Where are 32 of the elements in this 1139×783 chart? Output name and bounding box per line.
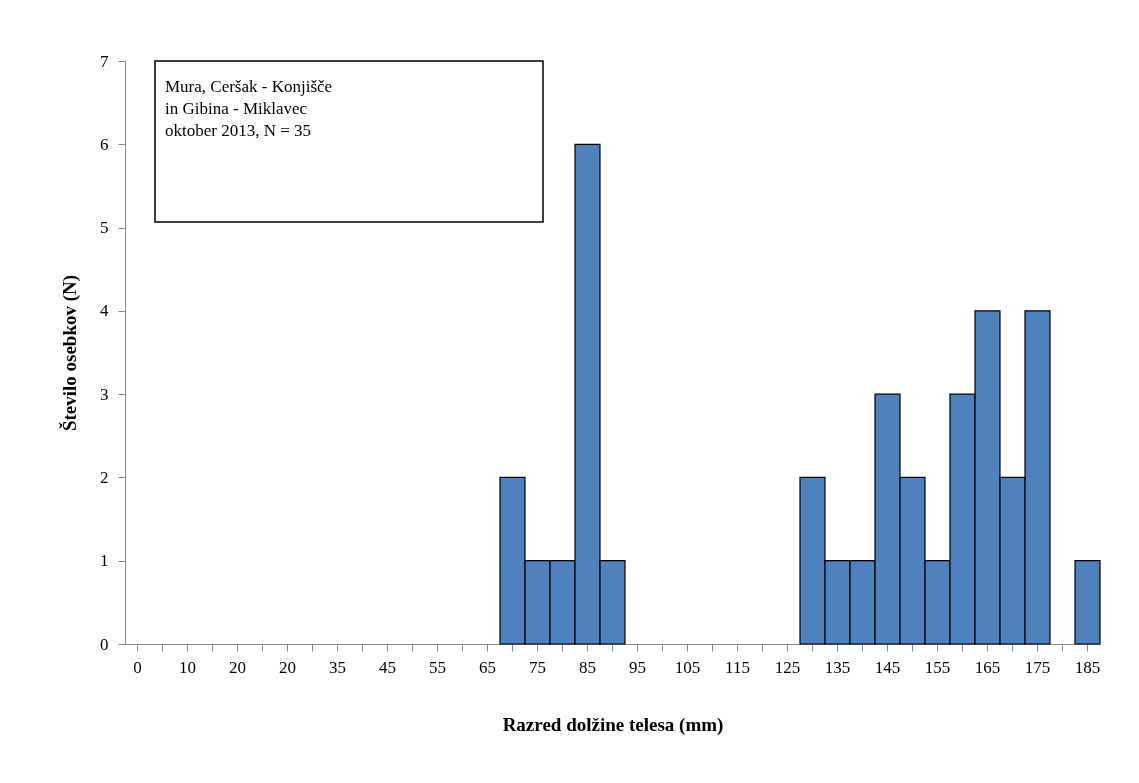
x-tick-label: 115	[725, 657, 750, 677]
annotation: Mura, Ceršak - Konjišče in Gibina - Miklavec oktober 2013, N = 35	[165, 77, 333, 140]
y-tick-label: 0	[100, 634, 109, 654]
x-tick-label: 75	[529, 657, 546, 677]
x-tick-label: 85	[579, 657, 596, 677]
x-tick-label: 10	[179, 657, 196, 677]
x-tick-label: 175	[1024, 657, 1051, 677]
x-tick-label: 65	[479, 657, 496, 677]
y-tick-label: 3	[100, 384, 109, 404]
x-tick-label: 20	[229, 657, 246, 677]
x-tick-label: 20	[279, 657, 296, 677]
y-tick-label: 4	[100, 301, 109, 321]
x-tick-label: 135	[824, 657, 851, 677]
x-tick-label: 55	[429, 657, 446, 677]
x-tick-label: 125	[774, 657, 801, 677]
bar	[1074, 560, 1101, 645]
x-tick-label: 45	[379, 657, 396, 677]
x-axis-title: Razred dolžine telesa (mm)	[502, 713, 724, 736]
y-axis-title: Število osebkov (N)	[59, 274, 81, 432]
y-tick-label: 7	[100, 51, 109, 71]
x-tick-label: 145	[874, 657, 901, 677]
y-tick-label: 5	[100, 218, 109, 238]
x-tick-label: 105	[674, 657, 701, 677]
y-tick-label: 1	[100, 551, 109, 571]
y-tick-label: 6	[100, 134, 109, 154]
x-tick-label: 0	[133, 657, 142, 677]
x-tick-label: 95	[629, 657, 646, 677]
y-tick-label: 2	[100, 467, 109, 487]
x-tick-label: 165	[974, 657, 1001, 677]
x-tick-label: 35	[329, 657, 346, 677]
x-tick-label: 185	[1074, 657, 1101, 677]
x-tick-label: 155	[924, 657, 951, 677]
